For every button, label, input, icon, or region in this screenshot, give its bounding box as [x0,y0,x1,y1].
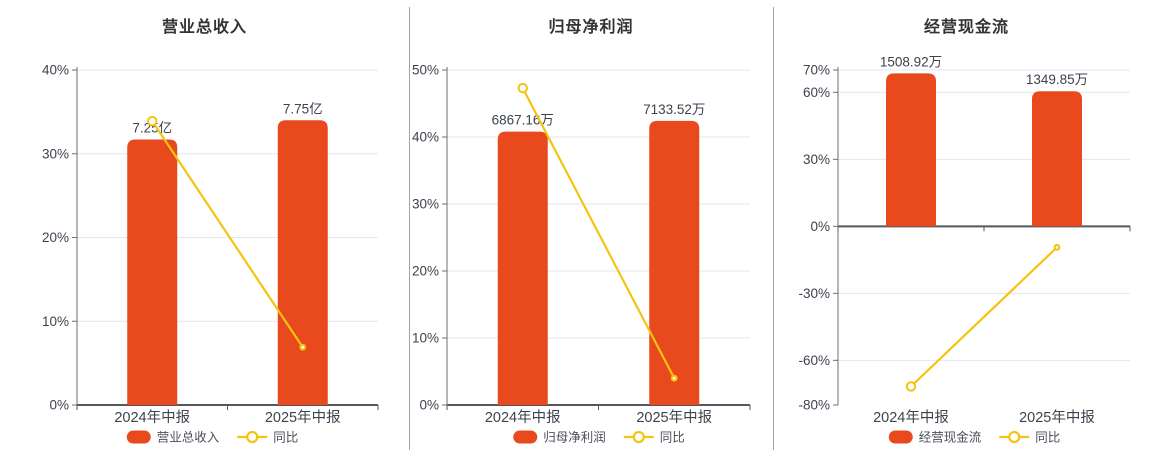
x-axis-label: 2025年中报 [1019,409,1095,426]
y-axis-tick-label: 0% [810,219,830,234]
legend-bar-label: 营业总收入 [157,431,220,445]
chart-panel-net-profit: 50% 40% 30% 20% 10% 0% 6867.16万 7133.52万 2024年中报… [409,0,773,450]
bar-2025年中报[interactable] [1032,91,1082,227]
yoy-line-marker-end-center [1055,246,1059,249]
y-axis-tick-label: 0% [49,398,69,413]
chart-panel-cash-flow: 70% 60% 30% 0% -30% -60% -80% 1508.92万 1349.85万 2… [773,0,1160,450]
y-axis-tick-label: 30% [42,146,69,161]
chart-title-cash-flow: 经营现金流 [923,19,1009,36]
x-axis-label: 2025年中报 [636,409,712,426]
y-axis-tick-label: 0% [419,398,439,413]
y-axis-tick-label: 10% [412,331,439,346]
legend-item-bar[interactable]: 经营现金流 [888,430,982,445]
bar-2024年中报[interactable] [886,73,936,227]
legend-item-bar[interactable]: 营业总收入 [126,430,220,445]
y-axis-tick-label: -30% [798,286,830,301]
y-axis-tick-label: 30% [803,152,830,167]
panel-separator [773,7,774,450]
bar-value-label: 6867.16万 [492,113,554,128]
yoy-line-marker-start[interactable] [147,115,158,127]
yoy-line [151,120,304,348]
legend-item-yoy[interactable]: 同比 [623,430,685,445]
cash-flow-chart-canvas: 70% 60% 30% 0% -30% -60% -80% 1508.92万 1349.85万 2… [798,54,1131,445]
legend-line-marker [246,430,259,444]
bar-value-label: 7.25亿 [132,121,172,136]
panel-separator [409,7,410,450]
y-axis-tick-label: 10% [42,314,69,329]
y-axis-tick-label: 20% [42,230,69,245]
bar-2025年中报[interactable] [277,120,328,405]
y-axis-tick-label: 70% [803,63,830,78]
chart-panel-revenue: 40% 30% 20% 10% 0% 7.25亿 7.75亿 2024年中报 2025年中报 营业… [0,0,409,450]
y-axis-tick-label: 30% [412,197,439,212]
legend-bar-swatch [126,430,151,444]
legend-line-marker [632,430,645,444]
yoy-line-marker-start[interactable] [905,381,917,392]
legend-item-yoy[interactable]: 同比 [999,431,1060,445]
yoy-line-marker-end-center [301,345,305,349]
yoy-line [521,87,676,379]
y-axis-tick-label: 60% [803,85,830,100]
bar-value-label: 1349.85万 [1026,72,1088,87]
legend-bar-swatch [888,430,913,444]
legend-line-label: 同比 [273,431,298,445]
x-axis-label: 2025年中报 [265,409,341,426]
bar-value-label: 7.75亿 [283,101,323,116]
revenue-chart-canvas: 40% 30% 20% 10% 0% 7.25亿 7.75亿 2024年中报 2025年中报营业… [42,63,379,445]
bar-2025年中报[interactable] [649,120,700,406]
chart-title-net-profit: 归母净利润 [548,19,634,36]
y-axis-tick-label: 40% [42,63,69,78]
x-axis-label: 2024年中报 [485,409,561,426]
bar-value-label: 7133.52万 [643,102,705,117]
bar-value-label: 1508.92万 [880,54,942,69]
legend-item-bar[interactable]: 归母净利润 [513,430,606,445]
y-axis-tick-label: -80% [798,398,830,413]
x-axis-label: 2024年中报 [114,409,190,426]
y-axis-tick-label: 20% [412,264,439,279]
yoy-line [910,246,1058,388]
y-axis-tick-label: -60% [798,353,830,368]
legend-line-label: 同比 [660,431,685,445]
net-profit-chart-canvas: 50% 40% 30% 20% 10% 0% 6867.16万 7133.52万 2024年中报… [412,63,751,445]
y-axis-tick-label: 50% [412,63,439,78]
legend-line-marker [1008,430,1021,444]
legend-line-label: 同比 [1035,431,1060,445]
legend-bar-label: 经营现金流 [919,430,982,445]
bar-2024年中报[interactable] [127,139,178,405]
legend-bar-label: 归母净利润 [543,431,606,445]
yoy-line-marker-end-center [672,376,676,380]
bar-2024年中报[interactable] [497,131,548,405]
legend-bar-swatch [513,430,538,444]
legend-item-yoy[interactable]: 同比 [237,431,298,445]
x-axis-label: 2024年中报 [873,409,949,426]
y-axis-tick-label: 40% [412,130,439,145]
yoy-line-marker-start[interactable] [517,82,528,94]
chart-title-revenue: 营业总收入 [161,19,247,36]
